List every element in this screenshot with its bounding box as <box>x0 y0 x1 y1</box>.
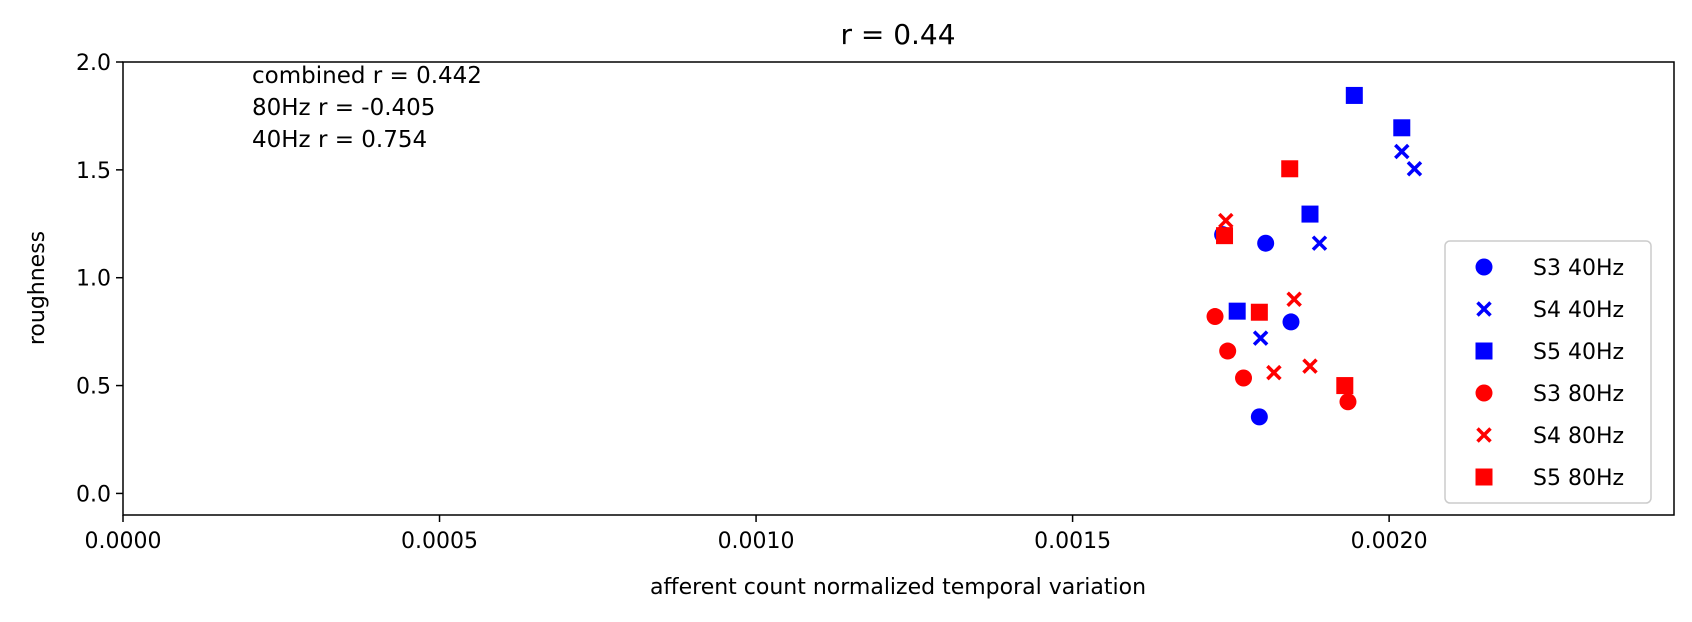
data-point <box>1302 358 1318 374</box>
legend-marker <box>1475 342 1493 360</box>
legend-marker <box>1476 427 1492 443</box>
data-point <box>1216 227 1234 245</box>
data-point <box>1406 161 1423 177</box>
legend: S3 40Hz S4 40Hz S5 40Hz S3 80Hz S4 80Hz S5 80… <box>1444 240 1652 504</box>
correlation-annotations: combined r = 0.442 80Hz r = -0.405 40Hz … <box>252 63 482 153</box>
data-point <box>1281 160 1299 178</box>
data-point <box>1228 302 1246 320</box>
legend-label: S5 40Hz <box>1533 340 1624 365</box>
annotation-80hz-r: 80Hz r = -0.405 <box>252 95 435 121</box>
legend-marker <box>1475 468 1493 486</box>
data-point <box>1257 234 1275 252</box>
legend-label: S3 40Hz <box>1533 256 1624 281</box>
data-point <box>1218 212 1234 229</box>
annotation-combined-r: combined r = 0.442 <box>252 63 482 89</box>
data-point <box>1301 205 1319 223</box>
x-tick-label: 0.0020 <box>1351 529 1428 554</box>
x-tick-label: 0.0010 <box>718 529 795 554</box>
x-tick-label: 0.0015 <box>1034 529 1111 554</box>
data-point <box>1393 119 1411 137</box>
data-point <box>1282 313 1300 331</box>
legend-label: S5 80Hz <box>1533 466 1624 491</box>
y-tick-label: 1.0 <box>76 267 111 292</box>
annotation-40hz-r: 40Hz r = 0.754 <box>252 127 427 153</box>
legend-marker <box>1476 301 1492 317</box>
legend-label: S4 80Hz <box>1533 424 1624 449</box>
data-point <box>1235 369 1253 387</box>
plot-area <box>122 61 1675 516</box>
data-point <box>1206 308 1224 326</box>
legend-marker <box>1475 258 1493 276</box>
data-point <box>1250 408 1268 426</box>
chart-title: r = 0.44 <box>840 18 955 51</box>
data-point <box>1286 291 1302 308</box>
x-axis-label: afferent count normalized temporal varia… <box>650 575 1146 600</box>
data-point <box>1252 330 1269 346</box>
y-tick-label: 0.0 <box>76 482 111 507</box>
y-axis-label: roughness <box>25 231 50 345</box>
data-point <box>1345 86 1363 104</box>
data-point <box>1219 342 1237 360</box>
y-tick-label: 0.5 <box>76 375 111 400</box>
y-tick-label: 1.5 <box>76 159 111 184</box>
data-point <box>1339 393 1357 411</box>
x-tick-label: 0.0005 <box>401 529 478 554</box>
y-tick-label: 2.0 <box>76 51 111 76</box>
data-point <box>1266 364 1282 381</box>
legend-frame <box>1444 240 1652 504</box>
y-axis: 0.0 0.5 1.0 1.5 2.0 <box>76 51 123 507</box>
legend-marker <box>1475 384 1493 402</box>
x-axis: 0.0000 0.0005 0.0010 0.0015 0.0020 <box>85 515 1428 554</box>
legend-label: S4 40Hz <box>1533 298 1624 323</box>
x-tick-label: 0.0000 <box>85 529 162 554</box>
legend-label: S3 80Hz <box>1533 382 1624 407</box>
data-points <box>1206 86 1423 426</box>
data-point <box>1250 303 1268 321</box>
data-point <box>1394 143 1410 160</box>
data-point <box>1336 377 1354 395</box>
data-point <box>1311 235 1328 251</box>
